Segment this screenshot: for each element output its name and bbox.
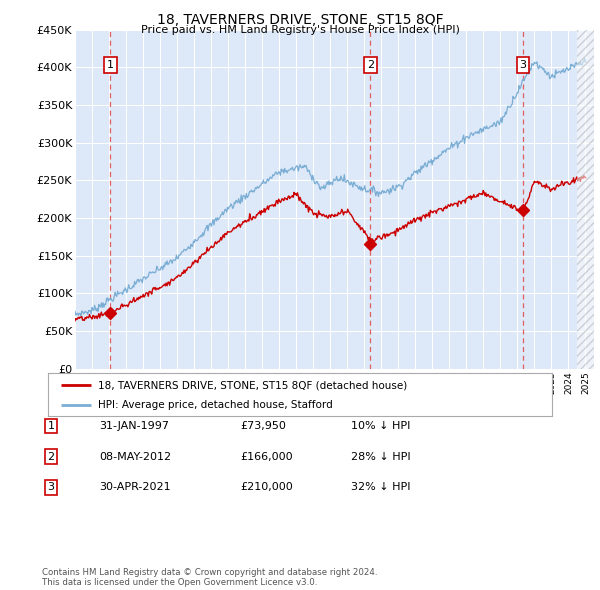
Text: 31-JAN-1997: 31-JAN-1997 — [99, 421, 169, 431]
Text: HPI: Average price, detached house, Stafford: HPI: Average price, detached house, Staf… — [98, 401, 333, 410]
Text: 10% ↓ HPI: 10% ↓ HPI — [351, 421, 410, 431]
Text: 1: 1 — [107, 60, 114, 70]
Text: Contains HM Land Registry data © Crown copyright and database right 2024.: Contains HM Land Registry data © Crown c… — [42, 568, 377, 577]
Text: £210,000: £210,000 — [240, 483, 293, 492]
Bar — [577, 30, 594, 369]
Text: 30-APR-2021: 30-APR-2021 — [99, 483, 170, 492]
Text: £166,000: £166,000 — [240, 452, 293, 461]
Text: 18, TAVERNERS DRIVE, STONE, ST15 8QF: 18, TAVERNERS DRIVE, STONE, ST15 8QF — [157, 13, 443, 27]
Text: 3: 3 — [47, 483, 55, 492]
Text: £73,950: £73,950 — [240, 421, 286, 431]
Text: This data is licensed under the Open Government Licence v3.0.: This data is licensed under the Open Gov… — [42, 578, 317, 587]
Text: Price paid vs. HM Land Registry's House Price Index (HPI): Price paid vs. HM Land Registry's House … — [140, 25, 460, 35]
Text: 18, TAVERNERS DRIVE, STONE, ST15 8QF (detached house): 18, TAVERNERS DRIVE, STONE, ST15 8QF (de… — [98, 381, 407, 391]
Text: 3: 3 — [520, 60, 527, 70]
Text: 28% ↓ HPI: 28% ↓ HPI — [351, 452, 410, 461]
Text: 32% ↓ HPI: 32% ↓ HPI — [351, 483, 410, 492]
Text: 2: 2 — [367, 60, 374, 70]
Text: 1: 1 — [47, 421, 55, 431]
Text: 08-MAY-2012: 08-MAY-2012 — [99, 452, 171, 461]
Text: 2: 2 — [47, 452, 55, 461]
